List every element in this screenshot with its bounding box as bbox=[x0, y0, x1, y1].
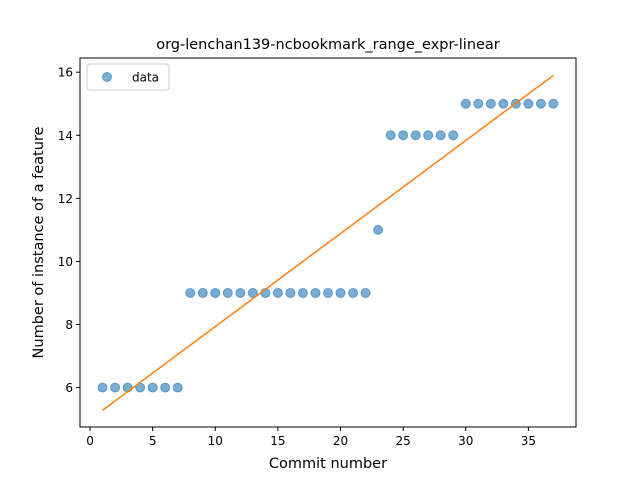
data-point bbox=[210, 287, 221, 298]
data-point bbox=[310, 287, 321, 298]
x-tick-label: 35 bbox=[521, 434, 536, 448]
plot-frame bbox=[79, 57, 577, 428]
data-point bbox=[235, 287, 246, 298]
data-point bbox=[172, 382, 183, 393]
legend-marker-data bbox=[102, 72, 112, 82]
data-point bbox=[122, 382, 133, 393]
data-point bbox=[523, 98, 534, 109]
data-point bbox=[222, 287, 233, 298]
y-tick-label: 6 bbox=[65, 381, 73, 395]
data-point bbox=[498, 98, 509, 109]
data-point bbox=[348, 287, 359, 298]
data-point bbox=[197, 287, 208, 298]
y-tick-label: 12 bbox=[58, 192, 73, 206]
data-point bbox=[185, 287, 196, 298]
chart-title: org-lenchan139-ncbookmark_range_expr-lin… bbox=[156, 37, 500, 53]
data-point bbox=[373, 224, 384, 235]
y-tick-label: 16 bbox=[58, 66, 73, 80]
data-point bbox=[535, 98, 546, 109]
plot-area bbox=[97, 74, 559, 411]
x-tick-label: 5 bbox=[149, 434, 157, 448]
y-axis-label: Number of instance of a feature bbox=[31, 126, 47, 358]
data-point bbox=[410, 130, 421, 141]
data-point bbox=[272, 287, 283, 298]
data-point bbox=[398, 130, 409, 141]
x-tick-label: 25 bbox=[396, 434, 411, 448]
legend: data bbox=[86, 63, 170, 91]
data-point bbox=[548, 98, 559, 109]
legend-label-data: data bbox=[132, 71, 159, 85]
x-tick-label: 30 bbox=[458, 434, 473, 448]
legend-box bbox=[86, 63, 170, 91]
y-tick-label: 14 bbox=[58, 129, 73, 143]
data-point bbox=[297, 287, 308, 298]
x-axis-label: Commit number bbox=[269, 456, 387, 472]
data-point bbox=[423, 130, 434, 141]
data-point bbox=[160, 382, 171, 393]
fit-line bbox=[102, 74, 554, 411]
x-tick-label: 10 bbox=[208, 434, 223, 448]
data-point bbox=[448, 130, 459, 141]
x-tick-label: 20 bbox=[333, 434, 348, 448]
data-point bbox=[247, 287, 258, 298]
data-point bbox=[285, 287, 296, 298]
data-point bbox=[97, 382, 108, 393]
data-point bbox=[110, 382, 121, 393]
data-point bbox=[385, 130, 396, 141]
y-tick-label: 8 bbox=[65, 318, 73, 332]
data-point bbox=[473, 98, 484, 109]
data-point bbox=[460, 98, 471, 109]
data-point bbox=[485, 98, 496, 109]
data-point bbox=[360, 287, 371, 298]
data-point bbox=[323, 287, 333, 298]
x-tick-label: 15 bbox=[270, 434, 285, 448]
x-tick-label: 0 bbox=[86, 434, 94, 448]
data-point bbox=[335, 287, 346, 298]
y-tick-label: 10 bbox=[58, 255, 73, 269]
data-point bbox=[147, 382, 158, 393]
axis-ticks: 0 5 10 15 20 25 30 35 6 8 10 12 14 16 bbox=[58, 66, 536, 448]
data-point bbox=[435, 130, 446, 141]
